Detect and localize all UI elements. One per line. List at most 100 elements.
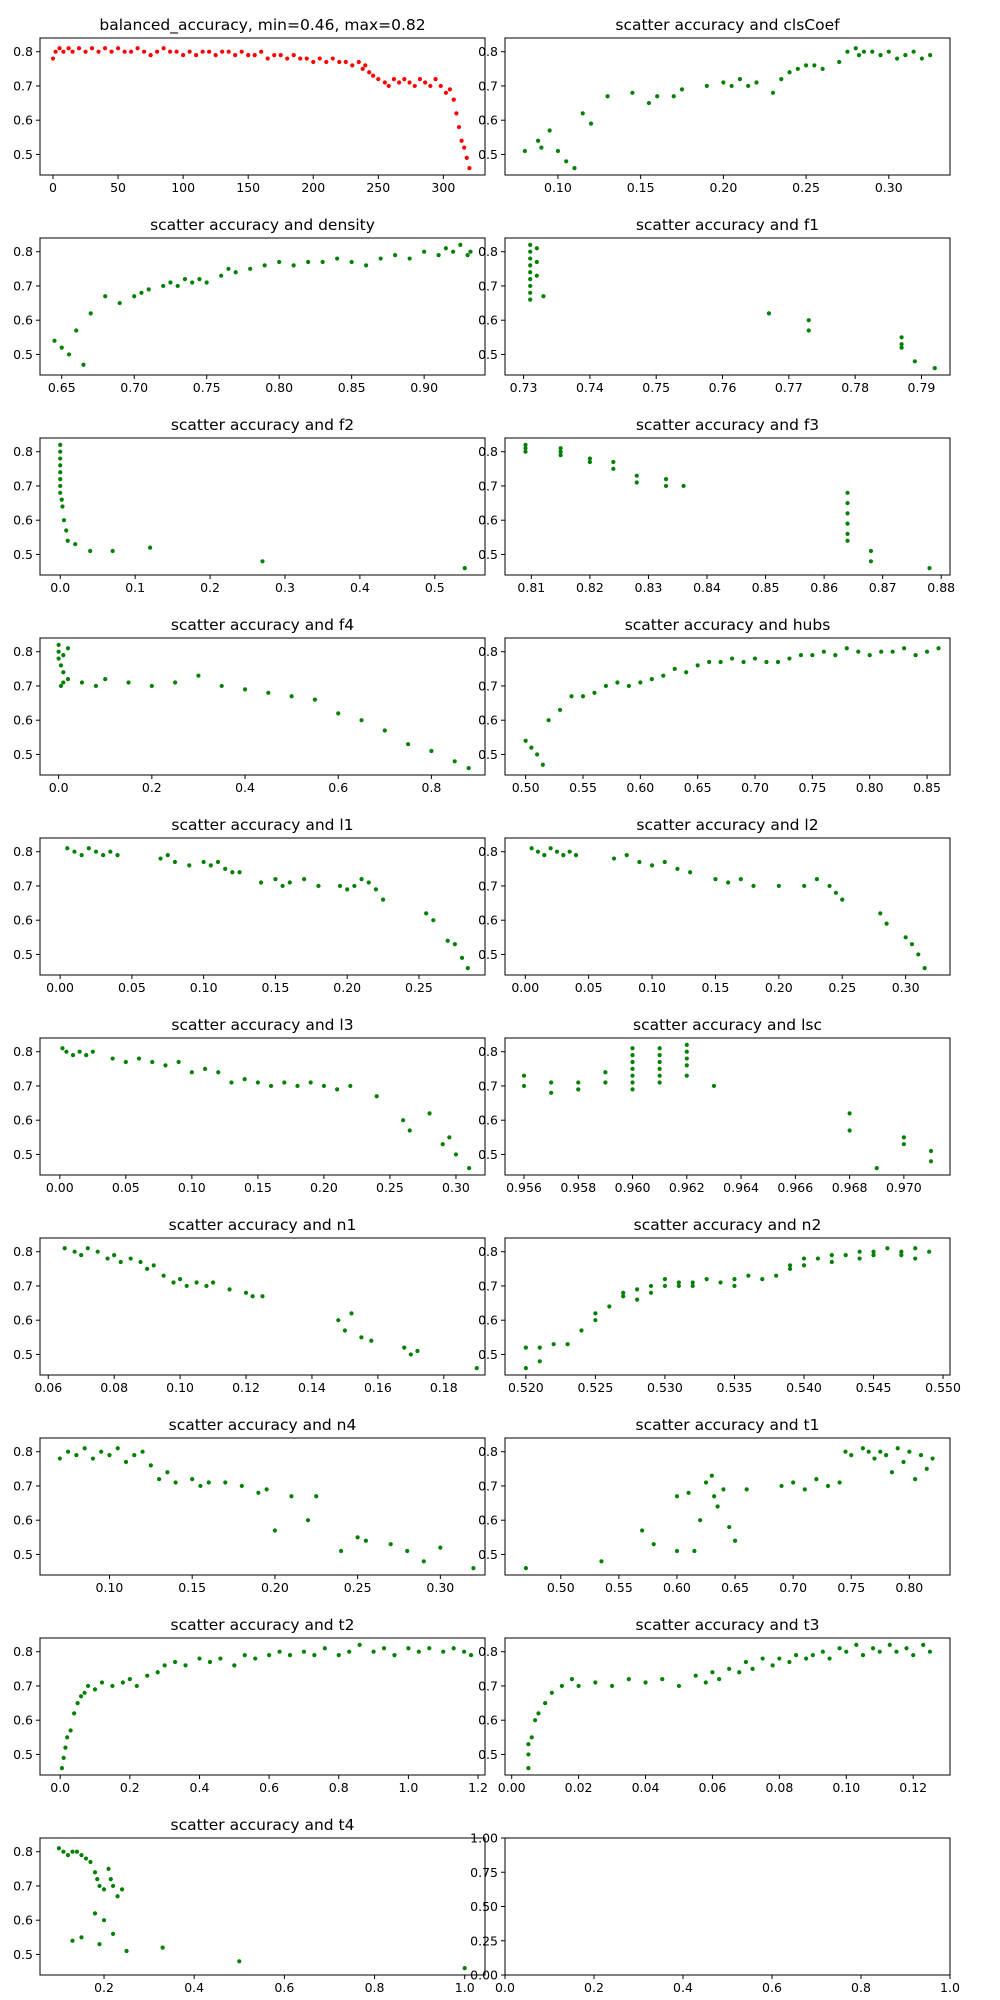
chart-title: scatter accuracy and n2 xyxy=(634,1216,822,1234)
data-point xyxy=(194,1280,199,1285)
data-point xyxy=(854,1642,859,1647)
data-point xyxy=(872,1456,877,1461)
x-tick-label: 0.75 xyxy=(642,380,670,395)
axes-frame xyxy=(504,237,951,376)
x-tick-label: 0.18 xyxy=(430,1380,458,1395)
data-point xyxy=(657,1080,662,1085)
data-point xyxy=(821,649,826,654)
data-point xyxy=(558,446,563,451)
data-point xyxy=(928,1148,934,1154)
chart-title: scatter accuracy and clsCoef xyxy=(615,16,840,34)
data-point xyxy=(459,138,464,143)
y-tick-label: 0.8 xyxy=(478,844,498,859)
data-point xyxy=(754,80,759,85)
data-point xyxy=(280,883,285,889)
data-point xyxy=(126,680,131,685)
data-point xyxy=(523,1345,528,1350)
data-point xyxy=(579,1328,584,1333)
data-point xyxy=(737,77,743,82)
data-point xyxy=(528,290,533,295)
data-point xyxy=(335,256,340,261)
data-point xyxy=(588,121,594,126)
data-point xyxy=(242,687,248,692)
data-point xyxy=(537,1345,542,1350)
y-tick-label: 0.5 xyxy=(478,747,498,762)
data-point xyxy=(913,1246,918,1251)
data-point xyxy=(804,1656,809,1661)
data-point xyxy=(52,338,57,343)
data-point xyxy=(101,1918,107,1923)
y-tick-label: 0.8 xyxy=(13,1444,33,1459)
data-point xyxy=(462,1649,467,1654)
data-point xyxy=(795,66,800,71)
data-point xyxy=(451,249,456,254)
x-tick-label: 0.15 xyxy=(261,980,289,995)
data-point xyxy=(381,1646,387,1651)
data-point xyxy=(899,1249,904,1254)
data-point xyxy=(867,653,872,658)
x-tick-label: 0.6 xyxy=(328,780,348,795)
data-point xyxy=(348,1083,353,1089)
data-point xyxy=(847,1111,852,1116)
data-point xyxy=(223,866,228,871)
x-tick-label: 0.00 xyxy=(46,1180,74,1195)
data-point xyxy=(845,490,850,495)
data-point xyxy=(64,1049,69,1054)
y-tick-label: 0.7 xyxy=(13,1678,33,1693)
data-point xyxy=(634,473,639,478)
data-point xyxy=(429,748,434,754)
data-point xyxy=(624,853,629,858)
data-point xyxy=(213,53,218,58)
data-point xyxy=(928,1159,934,1164)
data-point xyxy=(710,1670,715,1675)
data-point xyxy=(732,1277,737,1282)
data-point xyxy=(74,1453,79,1458)
data-point xyxy=(406,1646,411,1651)
x-tick-label: 0.20 xyxy=(333,980,361,995)
x-tick-label: 0.4 xyxy=(673,1980,693,1995)
data-point xyxy=(219,273,224,278)
data-point xyxy=(415,1348,420,1354)
data-point xyxy=(922,966,927,971)
x-tick-label: 1.2 xyxy=(468,1780,488,1795)
data-point xyxy=(561,853,566,858)
x-tick-label: 0.20 xyxy=(261,1580,289,1595)
chart-panel: 0.73 0.74 0.75 0.76 0.77 0.78 0.79 0.5 0.6 0.7 0.8… xyxy=(478,216,951,395)
data-point xyxy=(521,1073,527,1078)
data-point xyxy=(551,1342,556,1347)
x-tick-label: 0.05 xyxy=(118,980,146,995)
data-point xyxy=(526,1752,531,1757)
data-point xyxy=(801,1256,807,1261)
data-point xyxy=(903,935,908,940)
data-point xyxy=(912,359,917,364)
data-point xyxy=(72,1711,77,1716)
data-point xyxy=(86,846,91,851)
data-point xyxy=(70,1938,75,1943)
data-point xyxy=(445,938,450,943)
data-point xyxy=(870,1646,876,1651)
data-point xyxy=(674,1494,680,1499)
data-point xyxy=(97,1883,102,1889)
data-point xyxy=(148,545,153,550)
y-tick-label: 0.7 xyxy=(13,478,33,493)
data-point xyxy=(408,1352,413,1357)
data-point xyxy=(117,300,122,306)
data-point xyxy=(66,352,72,357)
data-point xyxy=(471,1566,476,1571)
data-point xyxy=(253,1656,258,1661)
data-point xyxy=(132,1453,137,1458)
chart-panel: 0.0 0.2 0.4 0.6 0.8 0.5 0.6 0.7 0.8 scatter accur… xyxy=(13,616,486,795)
data-point xyxy=(81,362,86,367)
data-point xyxy=(440,1142,445,1147)
y-tick-label: 0.5 xyxy=(478,1147,498,1162)
axes-frame xyxy=(504,1237,951,1376)
data-point xyxy=(713,877,718,882)
x-tick-label: 0.2 xyxy=(142,780,162,795)
data-point xyxy=(366,880,371,885)
data-point xyxy=(58,490,63,495)
y-tick-label: 0.8 xyxy=(13,244,33,259)
data-point xyxy=(894,1649,899,1654)
data-point xyxy=(171,1280,176,1285)
x-tick-label: 0.8 xyxy=(329,1780,349,1795)
data-point xyxy=(123,1459,129,1465)
